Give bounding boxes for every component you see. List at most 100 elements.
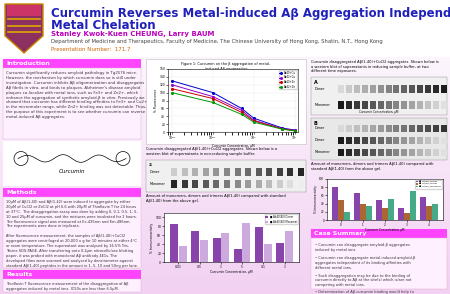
Y-axis label: % Immunoreactivity: % Immunoreactivity (314, 186, 318, 213)
Text: • Curcumin can disaggregate metal-induced amyloid-β
aggregates independent of it: • Curcumin can disaggregate metal-induce… (315, 256, 415, 270)
Bar (3, 270, 141, 279)
Bar (354, 193, 360, 220)
Text: Monomer: Monomer (315, 103, 331, 107)
Bar (338, 85, 344, 93)
Text: Thioflavin T fluorescence measurement of the disaggregation of Aβ
aggregates ind: Thioflavin T fluorescence measurement of… (6, 282, 129, 291)
Ab40+Cu (251, 116, 256, 120)
Text: • Such disaggregation may be due to the binding of
curcumin directly to Aβ at th: • Such disaggregation may be due to the … (315, 273, 412, 287)
Bar (370, 136, 376, 143)
Text: Curcumin Concentration, μM: Curcumin Concentration, μM (359, 110, 398, 114)
Y-axis label: % Fluorescence: % Fluorescence (154, 89, 158, 112)
Bar (3, 279, 141, 292)
Text: Curcumin Reverses Metal-induced Aβ Aggregation Independent of: Curcumin Reverses Metal-induced Aβ Aggre… (51, 7, 450, 20)
Bar (346, 136, 352, 143)
Ab42+Zn (280, 128, 285, 131)
Bar (179, 246, 187, 262)
Bar (192, 168, 198, 176)
Bar (362, 124, 368, 131)
Line: Ab40+Zn: Ab40+Zn (171, 88, 296, 132)
Bar (311, 229, 447, 238)
Bar (256, 168, 261, 176)
Bar (425, 124, 431, 131)
Ab42+Cu (169, 83, 175, 86)
Bar (338, 148, 344, 156)
Bar (332, 187, 338, 220)
Bar (3, 197, 141, 268)
Ab40+Zn (292, 129, 297, 133)
Bar (441, 101, 447, 109)
Ab40+Cu (292, 128, 297, 132)
Ab40+Cu (169, 79, 175, 83)
Bar (171, 168, 177, 176)
Bar (256, 180, 261, 188)
Bar (338, 124, 344, 131)
Bar (354, 101, 360, 109)
Ab40+Zn (210, 97, 216, 100)
Line: Ab40+Cu: Ab40+Cu (171, 80, 296, 131)
Ab42+Cu (251, 118, 256, 122)
Bar (382, 208, 388, 220)
Bar (213, 180, 219, 188)
Bar (192, 180, 198, 188)
Bar (433, 136, 439, 143)
Bar (243, 223, 250, 262)
Text: Presentation Number:  171.7: Presentation Number: 171.7 (51, 47, 130, 52)
Text: Amount of monomers, dimers and trimers Aβ(1-40) compared with standard
Aβ(1-40) : Amount of monomers, dimers and trimers A… (146, 194, 286, 203)
Bar (410, 85, 415, 93)
Bar (393, 136, 400, 143)
Bar (362, 101, 368, 109)
Bar (378, 136, 383, 143)
Text: Methods: Methods (6, 190, 36, 195)
Bar (255, 227, 263, 262)
Bar (266, 168, 272, 176)
Text: Amount of monomers, dimers and trimers Aβ(1-40) compared with
standard Aβ(1-40) : Amount of monomers, dimers and trimers A… (311, 162, 433, 171)
Bar (441, 136, 447, 143)
Bar (221, 233, 229, 262)
Text: • Curcumin can disaggregate amyloid-β aggregates
induced by metal ions.: • Curcumin can disaggregate amyloid-β ag… (315, 243, 410, 252)
Bar (433, 148, 439, 156)
Bar (224, 168, 230, 176)
Bar (401, 124, 407, 131)
Bar (370, 148, 376, 156)
Bar (346, 124, 352, 131)
Ab42+Cu (292, 129, 297, 132)
Line: Ab42+Zn: Ab42+Zn (171, 92, 296, 132)
Bar (393, 101, 400, 109)
Ab40+Zn (280, 127, 285, 131)
Bar (433, 85, 439, 93)
Bar (386, 148, 392, 156)
Bar (401, 148, 407, 156)
Bar (376, 200, 382, 220)
Bar (417, 101, 423, 109)
Bar (393, 124, 400, 131)
Line: Ab42+Cu: Ab42+Cu (171, 84, 296, 131)
Bar (354, 148, 360, 156)
Ab42+Zn (210, 101, 216, 104)
Bar (311, 238, 447, 289)
Text: Stanley Kwok-Kuen CHEUNG, Larry BAUM: Stanley Kwok-Kuen CHEUNG, Larry BAUM (51, 31, 214, 37)
Text: Department of Medicine and Therapeutics, Faculty of Medicine, The Chinese Univer: Department of Medicine and Therapeutics,… (51, 39, 383, 44)
Text: 2.: 2. (149, 163, 153, 167)
Ab40+Zn (239, 111, 244, 114)
Bar (224, 180, 230, 188)
Bar (234, 249, 242, 262)
Bar (203, 180, 209, 188)
Text: B: B (314, 121, 318, 126)
Bar (404, 213, 410, 220)
Bar (354, 85, 360, 93)
Bar (425, 85, 431, 93)
Bar (182, 168, 188, 176)
Ab40+Cu (239, 107, 244, 110)
Bar (7, 6, 41, 16)
Bar (338, 101, 344, 109)
Text: • Determination of Aβ-curcumin binding would help to
develop drugs which can pre: • Determination of Aβ-curcumin binding w… (315, 290, 415, 294)
Bar (171, 180, 177, 188)
Text: Curcumin disaggregated Aβ(1-40)+CuCl2 aggregates. Shown below is a
western blot : Curcumin disaggregated Aβ(1-40)+CuCl2 ag… (146, 147, 277, 156)
Text: A: A (314, 80, 318, 85)
Bar (146, 160, 306, 192)
Bar (417, 148, 423, 156)
Bar (386, 136, 392, 143)
Text: Monomer: Monomer (315, 150, 331, 154)
Ab42+Zn (292, 129, 297, 133)
Legend: ■ Ab40(40) Dimer, ■ Ab40(40) Monomer: ■ Ab40(40) Dimer, ■ Ab40(40) Monomer (265, 214, 298, 224)
